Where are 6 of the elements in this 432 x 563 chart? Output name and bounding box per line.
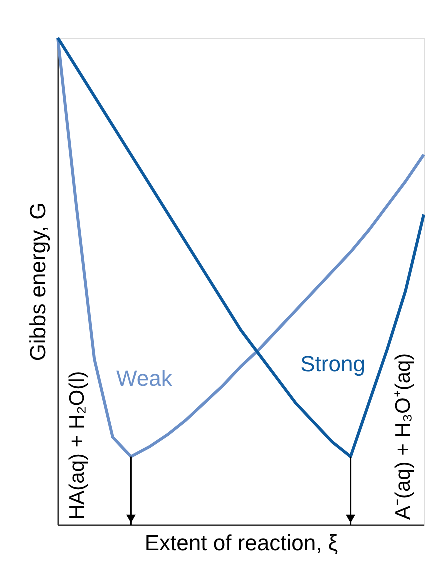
series-label: Strong	[300, 351, 366, 376]
x-axis-title: Extent of reaction, ξ	[144, 530, 338, 556]
series-label: Weak	[116, 366, 174, 391]
annotation: A⁻(aq) + H₃O⁺(aq)	[392, 353, 415, 520]
y-axis-title: Gibbs energy, G	[26, 202, 50, 362]
annotation: HA(aq) + H₂O(l)	[66, 371, 89, 520]
